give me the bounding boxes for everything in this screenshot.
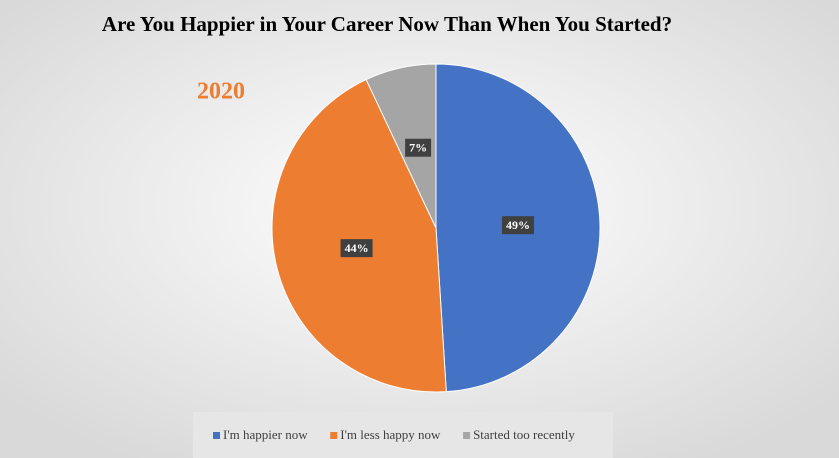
data-label: 44% [345,241,369,255]
legend-marker [463,432,471,439]
data-label-box [405,138,432,157]
pie-slice [365,63,437,229]
legend-label: I'm happier now [223,427,308,442]
legend-label: Started too recently [473,427,575,442]
data-label: 49% [506,218,530,232]
legend-box [193,412,613,458]
data-label-box [501,216,534,235]
legend: I'm happier now I'm less happy now Started… [213,427,575,442]
legend-label: I'm less happy now [340,427,441,442]
data-label-box [340,239,373,258]
legend-marker [330,432,338,439]
chart-subtitle: 2020 [197,79,245,105]
pie: 49% 44% 7% [271,63,601,393]
legend-marker [213,432,220,439]
chart-title: Are You Happier in Your Career Now Than … [102,12,672,36]
data-label: 7% [409,141,427,155]
